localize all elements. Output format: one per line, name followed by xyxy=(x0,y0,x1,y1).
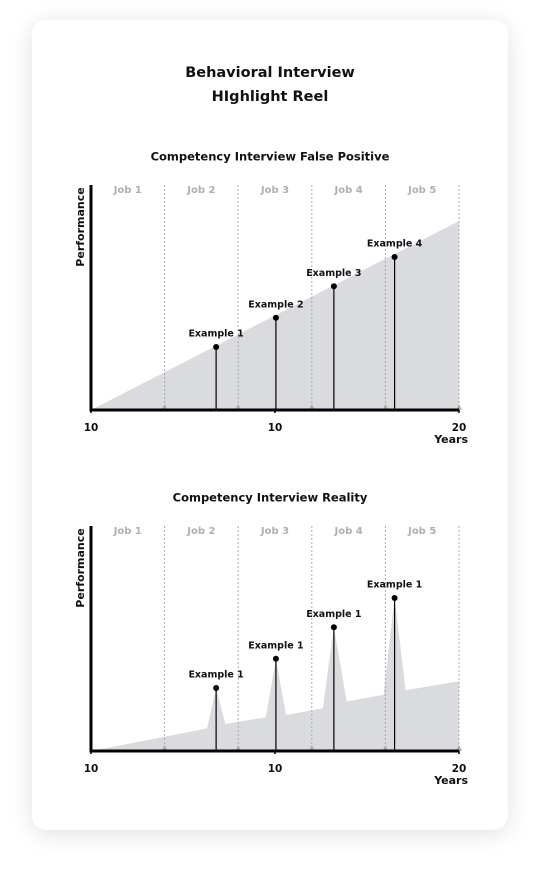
example-label: Example 3 xyxy=(306,268,361,279)
example-dot xyxy=(330,624,337,631)
example-label: Example 2 xyxy=(248,299,303,310)
job-label: Job 3 xyxy=(260,526,289,537)
example-dot xyxy=(391,595,398,601)
example-label: Example 1 xyxy=(306,609,361,620)
y-axis-label: Performance xyxy=(74,528,87,607)
y-axis-label: Performance xyxy=(74,187,87,266)
job-label: Job 1 xyxy=(113,185,142,196)
job-label: Job 5 xyxy=(407,526,436,537)
job-label: Job 3 xyxy=(260,185,289,196)
example-dot xyxy=(213,344,220,350)
x-tick-label: 20 xyxy=(452,763,467,775)
example-label: Example 4 xyxy=(367,239,423,250)
job-label: Job 2 xyxy=(186,526,215,537)
x-axis-label: Years xyxy=(433,433,468,446)
x-tick-label: 10 xyxy=(268,422,283,434)
example-dot xyxy=(213,685,220,691)
x-tick-label: 10 xyxy=(84,422,99,434)
chart-title: Competency Interview Reality xyxy=(173,491,368,505)
area xyxy=(91,598,459,751)
example-dot xyxy=(272,314,279,321)
job-label: Job 2 xyxy=(186,185,215,196)
x-axis-label: Years xyxy=(433,774,468,787)
job-label: Job 5 xyxy=(407,185,436,196)
x-tick-label: 10 xyxy=(268,763,283,775)
example-label: Example 1 xyxy=(188,670,243,681)
example-dot xyxy=(391,254,398,260)
x-tick-label: 20 xyxy=(452,422,467,434)
job-label: Job 1 xyxy=(113,526,142,537)
example-label: Example 1 xyxy=(188,329,243,340)
job-label: Job 4 xyxy=(333,526,362,537)
example-label: Example 1 xyxy=(248,640,303,651)
job-label: Job 4 xyxy=(333,185,362,196)
page-title: Behavioral Interview xyxy=(185,65,355,81)
x-tick-label: 10 xyxy=(84,763,99,775)
page-title: HIghlight Reel xyxy=(212,89,329,105)
example-label: Example 1 xyxy=(367,580,422,591)
example-dot xyxy=(272,655,279,662)
chart-title: Competency Interview False Positive xyxy=(151,150,390,164)
example-dot xyxy=(330,283,337,290)
